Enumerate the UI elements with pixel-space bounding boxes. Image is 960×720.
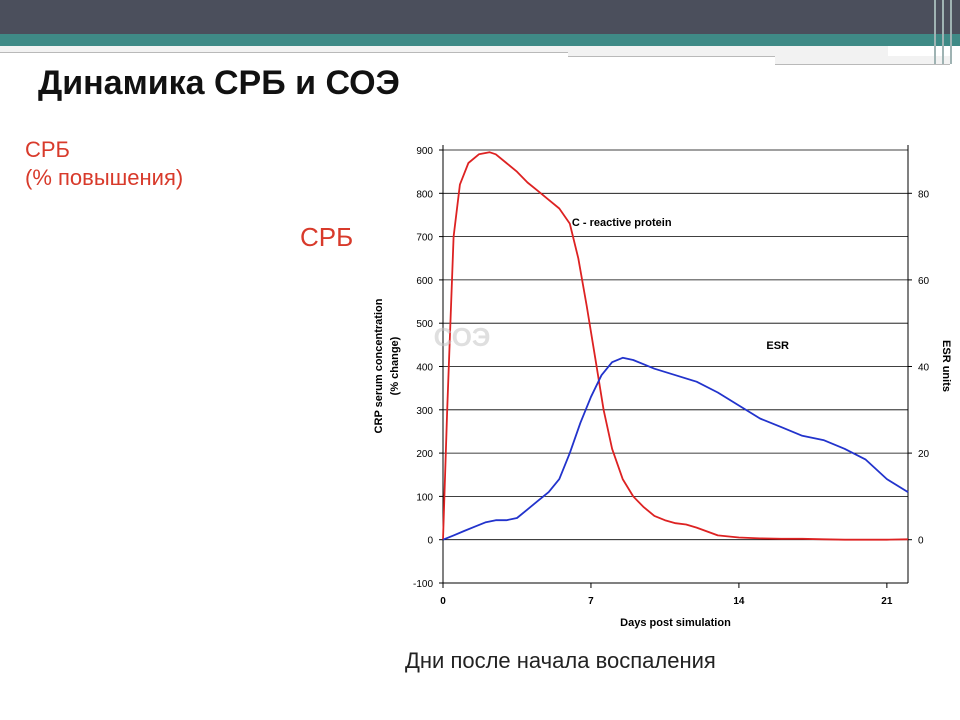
esr-series-line: [442, 356, 909, 541]
crp-annotation: C - reactive protein: [572, 217, 672, 229]
crp-series-line: [442, 151, 909, 541]
y-axis-title: CRP serum concentration: [373, 298, 385, 433]
header-decoration: [950, 0, 952, 64]
axes: [439, 145, 912, 588]
y2-tick-label: 40: [918, 363, 930, 374]
x-axis-title: Days post simulation: [620, 617, 731, 629]
crp-heading-line1: СРБ: [25, 137, 70, 162]
y2-axis-title: ESR units: [940, 340, 952, 392]
grid-lines: [443, 149, 908, 541]
y2-tick-label: 0: [918, 536, 924, 547]
y-tick-label: 500: [416, 319, 433, 330]
crp-heading-line2: (% повышения): [25, 165, 184, 190]
y-tick-label: 400: [416, 363, 433, 374]
y2-tick-label: 80: [918, 189, 930, 200]
accent-band: [0, 34, 960, 46]
x-caption: Дни после начала воспаления: [405, 648, 716, 673]
header-bar: [0, 0, 960, 34]
y-tick-label: 600: [416, 276, 433, 287]
y-tick-label: 0: [427, 536, 433, 547]
slide-title: Динамика СРБ и СОЭ: [38, 64, 400, 102]
axis-labels: 9008007006005004003002001000-10080604020…: [373, 146, 952, 629]
crp-heading: СРБ (% повышения): [25, 136, 183, 192]
header-decoration: [568, 46, 888, 57]
esr-watermark-label: СОЭ: [434, 322, 491, 352]
y-tick-label: 800: [416, 189, 433, 200]
data-series: [442, 151, 909, 541]
y-tick-label: 100: [416, 492, 433, 503]
x-tick-label: 21: [881, 596, 893, 607]
header-decoration: [0, 46, 568, 53]
y-tick-label: 900: [416, 146, 433, 157]
y2-tick-label: 60: [918, 276, 930, 287]
y-tick-label: -100: [413, 579, 433, 590]
header-decoration: [934, 0, 936, 64]
y2-tick-label: 20: [918, 449, 930, 460]
y-tick-label: 300: [416, 406, 433, 417]
esr-annotation: ESR: [766, 340, 789, 352]
y-tick-label: 700: [416, 233, 433, 244]
header-decoration: [942, 0, 944, 64]
x-tick-label: 7: [588, 596, 594, 607]
x-tick-label: 0: [440, 596, 446, 607]
crp-label: СРБ: [300, 222, 354, 252]
header-decoration: [775, 56, 950, 65]
x-tick-label: 14: [733, 596, 745, 607]
y-tick-label: 200: [416, 449, 433, 460]
y-axis-subtitle: (% change): [389, 336, 401, 395]
